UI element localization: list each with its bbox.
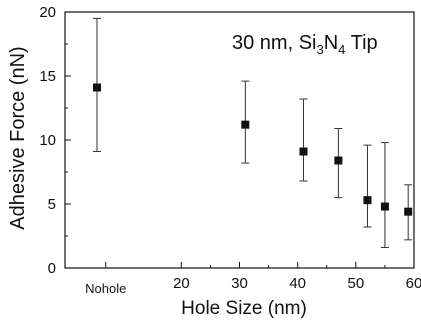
data-point-marker [299, 147, 308, 156]
x-tick-label: 30 [231, 275, 248, 292]
y-tick-label: 10 [39, 132, 56, 149]
annotation-mid: N [324, 32, 338, 54]
x-axis-label: Hole Size (nm) [181, 298, 307, 319]
y-tick-label: 5 [48, 196, 56, 213]
x-tick-label: 60 [406, 275, 421, 292]
x-tick-label: 40 [289, 275, 306, 292]
annotation-sub1: 3 [316, 42, 323, 57]
x-axis-ticks: Nohole 20 30 40 50 60 [85, 262, 421, 296]
annotation-suffix: Tip [345, 32, 377, 54]
annotation-prefix: 30 nm, Si [232, 32, 316, 54]
data-markers [92, 83, 413, 216]
y-tick-label: 0 [48, 260, 56, 277]
annotation-sub2: 4 [338, 42, 345, 57]
data-point-marker [92, 83, 101, 92]
data-point-marker [363, 196, 372, 205]
data-point-marker [404, 207, 413, 216]
y-axis-ticks: 0 5 10 15 20 [39, 4, 71, 277]
data-point-marker [334, 156, 343, 165]
x-tick-label: 20 [173, 275, 190, 292]
data-point-marker [241, 120, 250, 129]
y-axis-label: Adhesive Force (nN) [7, 46, 29, 229]
x-tick-label: Nohole [85, 281, 126, 296]
y-tick-label: 20 [39, 4, 56, 21]
plot-area: Nohole 20 30 40 50 60 0 5 10 15 20 [39, 4, 421, 296]
x-tick-label: 50 [347, 275, 364, 292]
data-point-marker [380, 202, 389, 211]
y-tick-label: 15 [39, 68, 56, 85]
chart-annotation: 30 nm, Si3N4 Tip [232, 32, 378, 57]
